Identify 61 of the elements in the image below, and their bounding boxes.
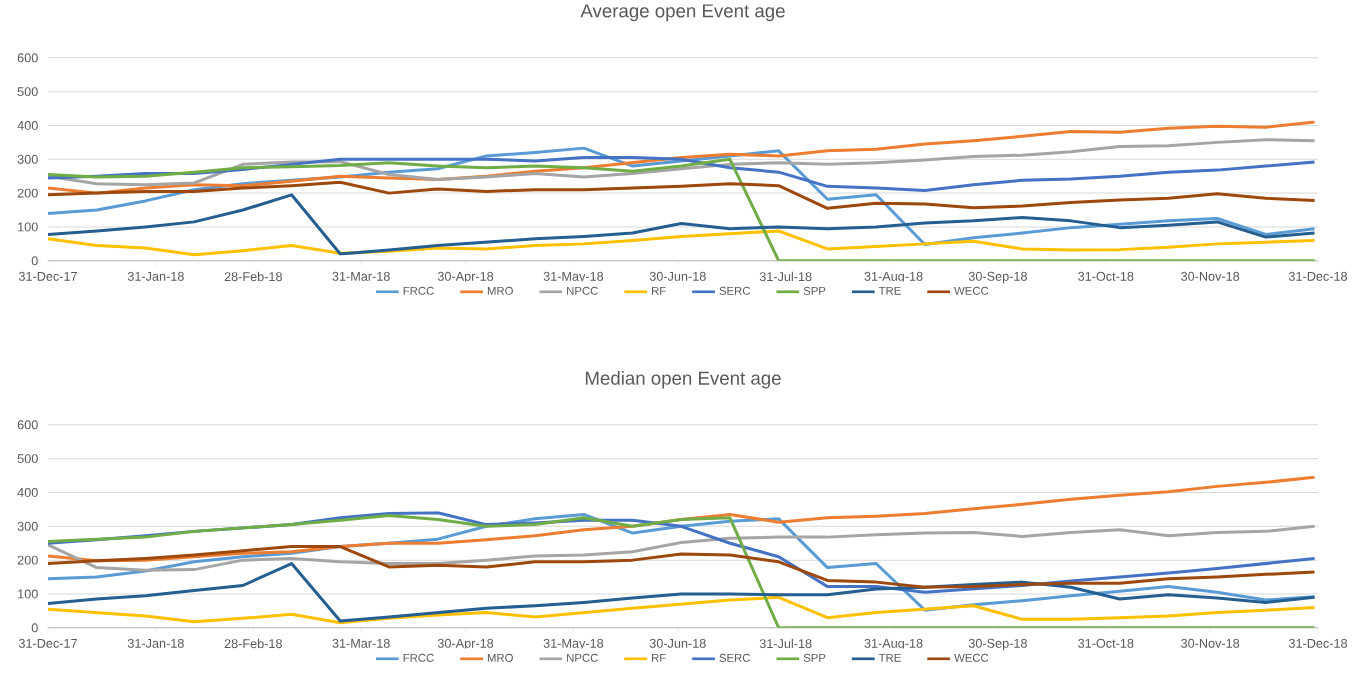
x-tick-label: 30-Apr-18 bbox=[437, 271, 494, 284]
x-tick-label: 31-Jan-18 bbox=[127, 271, 184, 281]
x-tick-label: 31-Mar-18 bbox=[332, 638, 390, 648]
legend-label: FRCC bbox=[403, 653, 434, 662]
y-tick-label: 400 bbox=[17, 488, 38, 498]
y-tick-label: 300 bbox=[17, 521, 38, 531]
x-tick-label: 31-Oct-18 bbox=[1078, 638, 1134, 648]
y-tick-label: 400 bbox=[17, 121, 38, 131]
legend-label: SPP bbox=[803, 286, 826, 295]
legend-label: MRO bbox=[487, 653, 513, 662]
line-series bbox=[48, 545, 1317, 589]
line-series bbox=[48, 524, 1317, 572]
y-tick-label: 500 bbox=[17, 87, 38, 97]
x-tick-label: 31-May-18 bbox=[543, 271, 604, 284]
legend-label: RF bbox=[651, 653, 666, 662]
legend-label: NPCC bbox=[567, 653, 598, 662]
y-tick-label: 600 bbox=[17, 420, 38, 430]
legend-label: NPCC bbox=[567, 286, 598, 295]
y-tick-label: 500 bbox=[17, 454, 38, 464]
line-series bbox=[48, 180, 1317, 210]
y-tick-label: 0 bbox=[31, 623, 38, 633]
legend-label: SERC bbox=[719, 653, 750, 662]
x-tick-label: 31-Dec-18 bbox=[1288, 638, 1348, 648]
legend-label: WECC bbox=[954, 653, 989, 662]
x-tick-label: 31-Oct-18 bbox=[1078, 271, 1134, 281]
chart-title: Average open Event age bbox=[580, 4, 785, 22]
x-tick-label: 30-Jun-18 bbox=[649, 638, 706, 648]
y-tick-label: 200 bbox=[17, 555, 38, 565]
x-tick-label: 31-Dec-17 bbox=[18, 271, 77, 281]
legend-label: RF bbox=[651, 286, 666, 295]
x-tick-label: 30-Nov-18 bbox=[1181, 638, 1240, 648]
legend-label: WECC bbox=[954, 286, 989, 295]
legend-label: TRE bbox=[878, 286, 901, 295]
x-tick-label: 28-Feb-18 bbox=[224, 271, 282, 282]
x-tick-label: 31-Jan-18 bbox=[127, 638, 184, 648]
x-tick-label: 31-Mar-18 bbox=[332, 271, 390, 281]
legend-label: FRCC bbox=[403, 286, 434, 295]
x-tick-label: 30-Apr-18 bbox=[437, 638, 494, 651]
legend-label: TRE bbox=[878, 653, 901, 662]
x-tick-label: 31-Jul-18 bbox=[759, 638, 812, 649]
y-tick-label: 600 bbox=[17, 53, 38, 63]
x-tick-label: 30-Jun-18 bbox=[649, 271, 706, 281]
x-tick-label: 30-Sep-18 bbox=[968, 271, 1027, 284]
y-tick-label: 200 bbox=[17, 188, 38, 198]
legend-label: SPP bbox=[803, 653, 826, 662]
x-tick-label: 30-Sep-18 bbox=[968, 638, 1027, 651]
y-tick-label: 300 bbox=[17, 154, 38, 164]
y-tick-label: 100 bbox=[18, 222, 38, 232]
legend-label: MRO bbox=[487, 286, 513, 295]
y-tick-label: 100 bbox=[18, 589, 38, 599]
x-tick-label: 31-Dec-18 bbox=[1288, 271, 1348, 281]
x-tick-label: 31-Dec-17 bbox=[18, 638, 77, 648]
x-tick-label: 31-Jul-18 bbox=[759, 271, 812, 282]
x-tick-label: 31-May-18 bbox=[543, 638, 604, 651]
chart-title: Median open Event age bbox=[585, 371, 781, 389]
x-tick-label: 30-Nov-18 bbox=[1181, 271, 1240, 281]
legend-label: SERC bbox=[719, 286, 750, 295]
x-tick-label: 31-Aug-18 bbox=[864, 271, 923, 284]
x-tick-label: 28-Feb-18 bbox=[224, 638, 282, 649]
x-tick-label: 31-Aug-18 bbox=[864, 638, 923, 651]
y-tick-label: 0 bbox=[31, 256, 38, 266]
